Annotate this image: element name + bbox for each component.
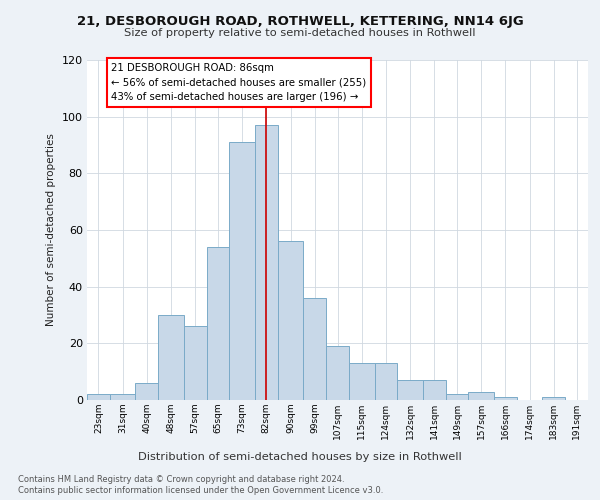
Text: 21, DESBOROUGH ROAD, ROTHWELL, KETTERING, NN14 6JG: 21, DESBOROUGH ROAD, ROTHWELL, KETTERING… bbox=[77, 15, 523, 28]
Bar bbox=[255, 125, 278, 400]
Bar bbox=[469, 392, 494, 400]
Bar bbox=[446, 394, 469, 400]
Text: Contains HM Land Registry data © Crown copyright and database right 2024.: Contains HM Land Registry data © Crown c… bbox=[18, 475, 344, 484]
Bar bbox=[374, 363, 397, 400]
Y-axis label: Number of semi-detached properties: Number of semi-detached properties bbox=[46, 134, 56, 326]
Bar bbox=[423, 380, 446, 400]
Bar bbox=[278, 242, 304, 400]
Bar bbox=[206, 247, 229, 400]
Text: Size of property relative to semi-detached houses in Rothwell: Size of property relative to semi-detach… bbox=[124, 28, 476, 38]
Bar bbox=[304, 298, 326, 400]
Text: Distribution of semi-detached houses by size in Rothwell: Distribution of semi-detached houses by … bbox=[138, 452, 462, 462]
Bar bbox=[494, 397, 517, 400]
Text: 21 DESBOROUGH ROAD: 86sqm
← 56% of semi-detached houses are smaller (255)
43% of: 21 DESBOROUGH ROAD: 86sqm ← 56% of semi-… bbox=[111, 63, 367, 102]
Bar bbox=[184, 326, 206, 400]
Bar bbox=[229, 142, 255, 400]
Bar bbox=[542, 397, 565, 400]
Bar bbox=[326, 346, 349, 400]
Bar bbox=[349, 363, 374, 400]
Text: Contains public sector information licensed under the Open Government Licence v3: Contains public sector information licen… bbox=[18, 486, 383, 495]
Bar bbox=[110, 394, 136, 400]
Bar bbox=[158, 315, 184, 400]
Bar bbox=[87, 394, 110, 400]
Bar bbox=[397, 380, 423, 400]
Bar bbox=[136, 383, 158, 400]
